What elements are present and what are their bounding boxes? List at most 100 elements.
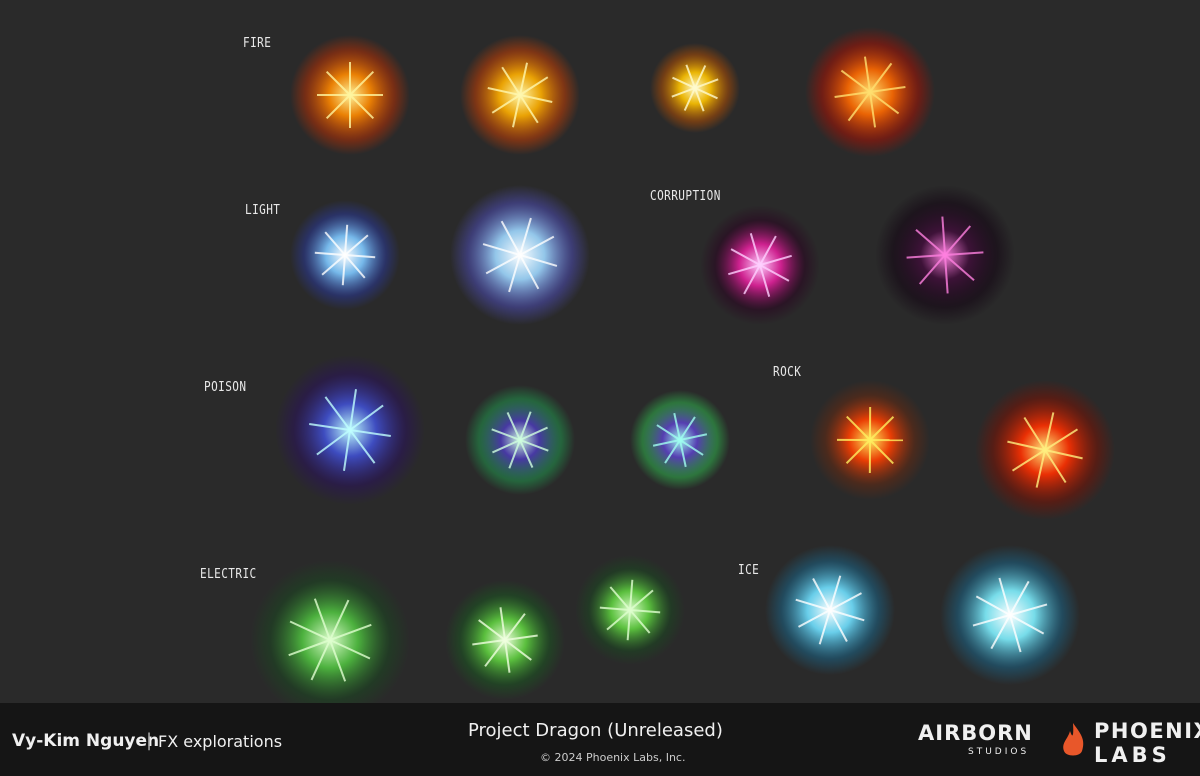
fx-ray (834, 91, 871, 99)
fx-ray (759, 264, 771, 297)
fx-ray (1009, 603, 1048, 616)
fx-ray (1035, 449, 1046, 488)
fx-ray (310, 639, 331, 681)
fx-ray (511, 94, 521, 128)
fx-ray (749, 233, 761, 266)
fx-ray (325, 70, 351, 96)
fx-ray (472, 639, 506, 646)
fx-ray (944, 225, 972, 256)
fx-ray (918, 254, 946, 285)
fx-ray (506, 412, 521, 441)
fx-ray (519, 411, 532, 441)
section-label: CORRUPTION (650, 189, 721, 204)
fx-ray (344, 224, 349, 256)
fx-ray (679, 439, 704, 456)
fx-ray (329, 639, 371, 660)
fx-ray (846, 415, 871, 441)
fx-ray (324, 231, 346, 256)
section-label: LIGHT (245, 203, 281, 218)
fx-ray (683, 87, 696, 111)
fx-ray (829, 609, 848, 642)
fx-ray (487, 86, 521, 96)
fx-ray (1044, 412, 1055, 451)
fx-ray (1011, 449, 1046, 472)
fx-ray (485, 254, 521, 275)
section-label: ICE (738, 563, 760, 578)
fx-ray (629, 609, 651, 634)
artwork (250, 27, 1115, 703)
fx-ray (671, 87, 696, 98)
fx-ray (349, 389, 357, 431)
fx-ray (1009, 614, 1045, 635)
fx-ray (499, 607, 506, 641)
fx-ray (504, 634, 538, 641)
fx-ray (343, 429, 351, 471)
fx-ray (629, 579, 634, 611)
fx-ray (629, 609, 661, 614)
fx-ray (500, 220, 521, 256)
logo-name: AIRBORN (918, 721, 1033, 745)
fx-ray (863, 56, 871, 93)
fx-ray (314, 251, 346, 256)
section-label: POISON (204, 380, 247, 395)
fx-ray (730, 248, 761, 266)
separator: | (146, 730, 153, 751)
fx-ray (743, 264, 761, 295)
fx-ray (869, 416, 895, 441)
fx-ray (840, 69, 871, 93)
footer: Vy-Kim Nguyen | FX explorations Project … (0, 703, 1200, 776)
fx-ray (685, 64, 696, 89)
fx-ray (944, 254, 975, 282)
fx-ray (609, 586, 631, 611)
fx-ray (349, 70, 375, 96)
fx-ray (990, 614, 1011, 650)
fx-ray (519, 426, 548, 441)
fx-ray (694, 65, 707, 89)
fx-ray (869, 62, 893, 93)
fx-ray (478, 619, 506, 641)
flame-icon (1063, 723, 1084, 756)
fx-ray (349, 94, 375, 120)
fx-ray (519, 439, 534, 468)
fx-ray (1044, 428, 1079, 451)
fx-ray (679, 416, 696, 441)
fx-ray (869, 85, 906, 93)
fx-ray (508, 439, 521, 469)
fx-ray (504, 639, 511, 673)
fx-ray (519, 62, 529, 96)
fx-ray (519, 76, 549, 96)
fx-ray (316, 429, 351, 456)
fx-ray (795, 598, 831, 611)
fx-ray (847, 91, 871, 122)
fx-ray (349, 429, 376, 464)
fx-ray (344, 254, 376, 259)
fx-ray (869, 91, 900, 115)
fx-ray (664, 439, 681, 464)
fx-ray (501, 66, 521, 96)
fx-ray (606, 609, 631, 631)
fx-ray (656, 424, 681, 441)
fx-ray (344, 254, 366, 279)
fx-ray (508, 254, 521, 293)
fx-ray (679, 433, 708, 441)
fx-ray (288, 639, 331, 657)
fx-ray (694, 87, 718, 100)
fx-ray (829, 592, 862, 611)
fx-ray (519, 235, 555, 256)
fx-ray (829, 609, 865, 622)
fx-ray (519, 94, 553, 104)
fx-ray (491, 94, 521, 114)
fx-ray (309, 423, 351, 431)
fx-ray (1044, 449, 1083, 460)
fx-ray (519, 217, 532, 256)
section-label: ROCK (773, 365, 802, 380)
fx-ray (759, 254, 792, 266)
fx-ray (915, 228, 946, 256)
fx-ray (672, 76, 696, 89)
fx-ray (906, 254, 946, 259)
fx-ray (1007, 440, 1046, 451)
fx-ray (482, 243, 521, 256)
fx-ray (491, 428, 521, 441)
fx-ray (289, 620, 331, 641)
